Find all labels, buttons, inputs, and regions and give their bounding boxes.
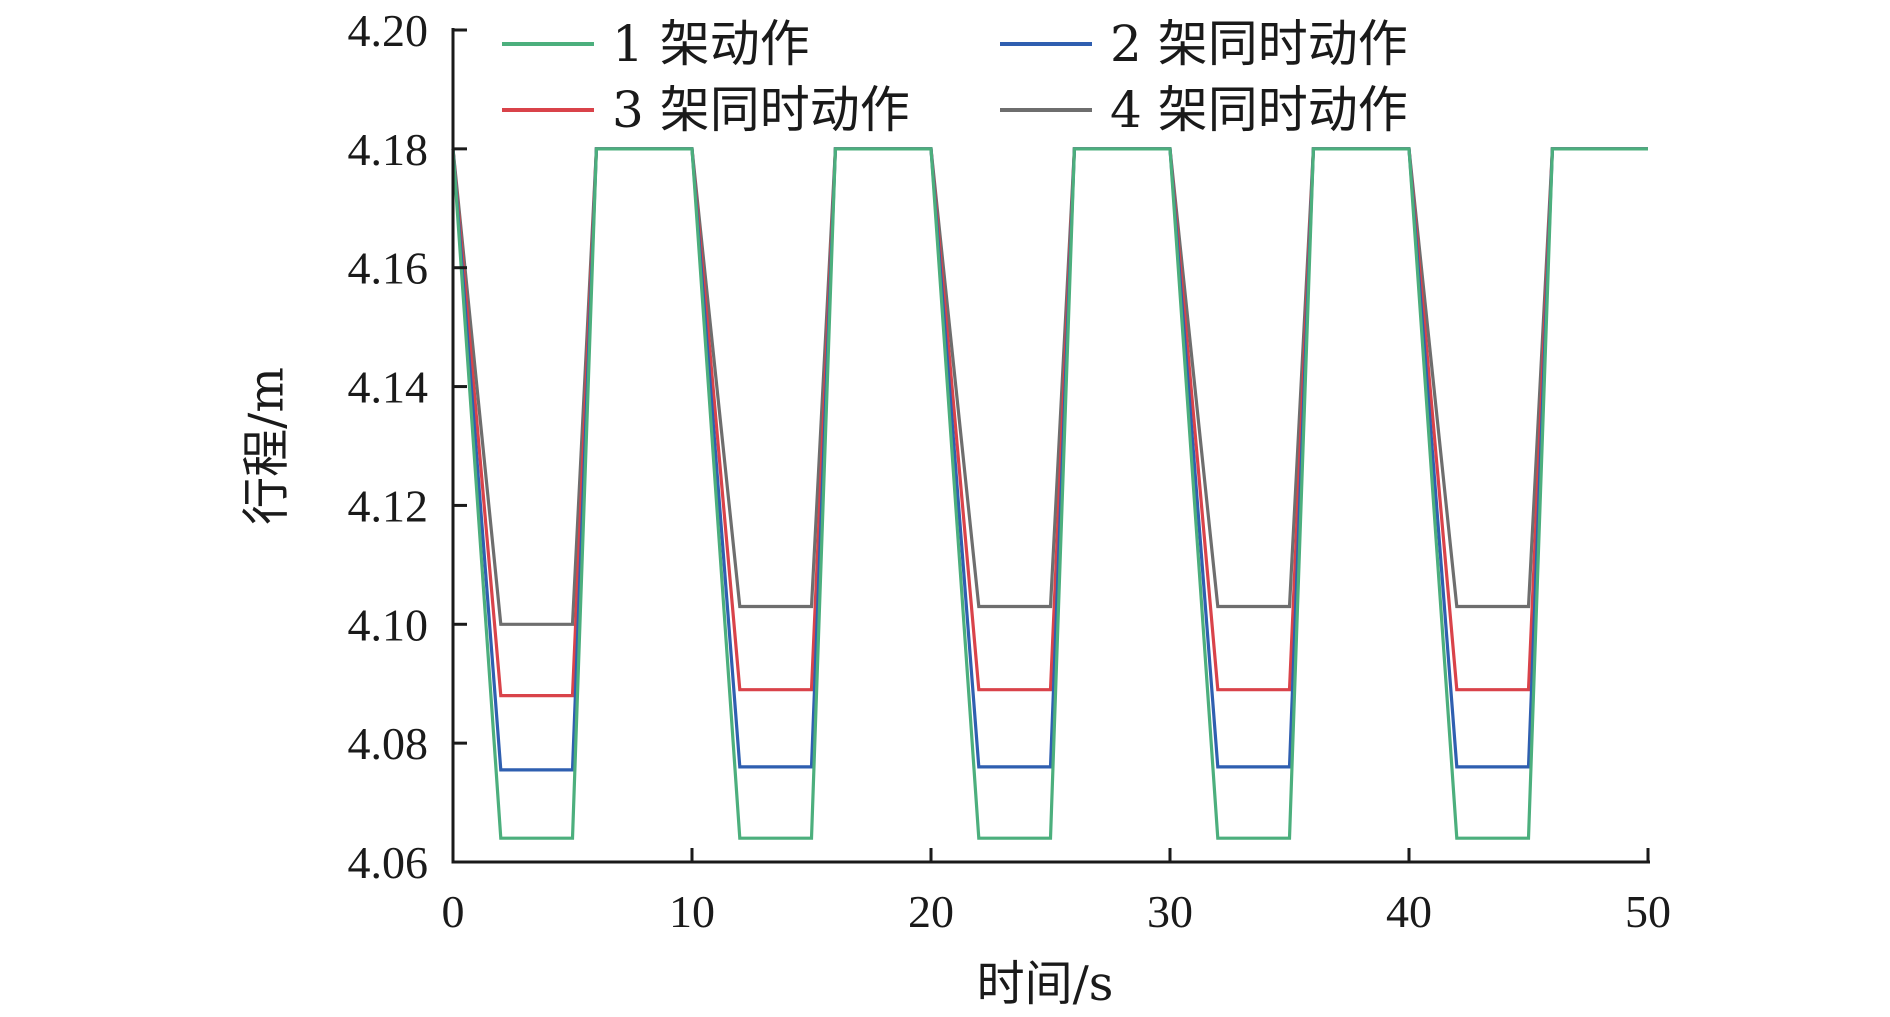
plot-lines	[451, 147, 1648, 840]
y-tick-label: 4.14	[348, 362, 429, 413]
y-tick-label: 4.06	[348, 837, 429, 888]
y-tick-label: 4.18	[348, 124, 429, 175]
legend-label-4: 4 架同时动作	[1110, 81, 1408, 139]
x-tick-label: 40	[1386, 886, 1432, 937]
legend-label-2: 2 架同时动作	[1110, 15, 1408, 73]
y-tick-label: 4.08	[348, 718, 429, 769]
legend: 1 架动作 2 架同时动作 3 架同时动作 4 架同时动作	[502, 15, 1408, 139]
x-tick-label: 20	[908, 886, 954, 937]
x-tick-label: 0	[442, 886, 465, 937]
y-tick-label: 4.20	[348, 5, 429, 56]
y-tick-label: 4.12	[348, 480, 429, 531]
y-tick-label: 4.16	[348, 243, 429, 294]
x-axis-title: 时间/s	[977, 956, 1114, 1012]
series-line-1	[451, 147, 1648, 840]
y-tick-label: 4.10	[348, 599, 429, 650]
legend-label-3: 3 架同时动作	[612, 81, 910, 139]
series-line-3	[451, 147, 1648, 698]
x-tick-label: 10	[669, 886, 715, 937]
x-tick-label: 30	[1147, 886, 1193, 937]
x-tick-label: 50	[1625, 886, 1671, 937]
y-axis-title: 行程/m	[239, 367, 295, 525]
axes: 4.06 4.08 4.10 4.12 4.14 4.16 4.18 4.20 0 10 20 30 4…	[348, 5, 1672, 937]
series-line-4	[451, 147, 1648, 626]
legend-label-1: 1 架动作	[612, 15, 810, 73]
